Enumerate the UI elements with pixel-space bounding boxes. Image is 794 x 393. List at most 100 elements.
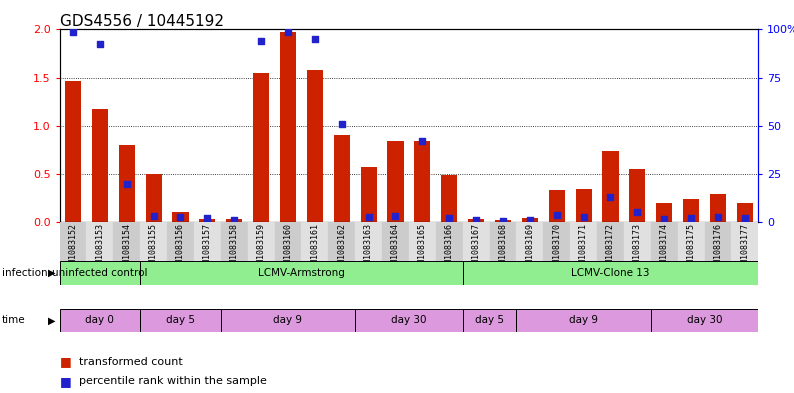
Bar bbox=[355, 222, 382, 261]
FancyBboxPatch shape bbox=[60, 309, 141, 332]
Text: day 5: day 5 bbox=[166, 315, 195, 325]
Text: LCMV-Armstrong: LCMV-Armstrong bbox=[258, 268, 345, 278]
Bar bbox=[683, 199, 700, 222]
Text: GSM1083155: GSM1083155 bbox=[149, 223, 158, 273]
Text: day 5: day 5 bbox=[475, 315, 504, 325]
FancyBboxPatch shape bbox=[60, 261, 141, 285]
Bar bbox=[570, 222, 597, 261]
Bar bbox=[92, 109, 108, 222]
Point bbox=[282, 29, 295, 35]
Point bbox=[94, 41, 106, 47]
Bar bbox=[436, 222, 463, 261]
Bar bbox=[87, 222, 114, 261]
Text: GSM1083162: GSM1083162 bbox=[337, 223, 346, 273]
Bar bbox=[145, 174, 162, 222]
Text: GSM1083170: GSM1083170 bbox=[552, 223, 561, 273]
Bar bbox=[114, 222, 141, 261]
Text: transformed count: transformed count bbox=[79, 356, 183, 367]
Text: time: time bbox=[2, 315, 25, 325]
Bar bbox=[409, 222, 436, 261]
Text: GSM1083175: GSM1083175 bbox=[687, 223, 696, 273]
Text: GSM1083161: GSM1083161 bbox=[310, 223, 319, 273]
Point bbox=[255, 38, 268, 44]
Bar bbox=[360, 167, 376, 222]
Bar bbox=[516, 222, 543, 261]
Bar bbox=[382, 222, 409, 261]
Bar bbox=[710, 194, 726, 222]
Text: ■: ■ bbox=[60, 355, 71, 368]
Bar bbox=[576, 189, 592, 222]
Bar bbox=[704, 222, 731, 261]
Text: GSM1083158: GSM1083158 bbox=[229, 223, 239, 273]
Text: GSM1083152: GSM1083152 bbox=[68, 223, 78, 273]
Text: GSM1083153: GSM1083153 bbox=[95, 223, 104, 273]
Bar bbox=[253, 73, 269, 222]
Bar bbox=[731, 222, 758, 261]
Bar bbox=[468, 219, 484, 222]
Text: GSM1083165: GSM1083165 bbox=[418, 223, 427, 273]
Bar bbox=[677, 222, 704, 261]
Text: GSM1083163: GSM1083163 bbox=[364, 223, 373, 273]
Point bbox=[121, 180, 133, 187]
Bar bbox=[280, 32, 296, 222]
Text: GSM1083168: GSM1083168 bbox=[499, 223, 507, 273]
Bar bbox=[603, 151, 619, 222]
Bar bbox=[624, 222, 651, 261]
Text: GSM1083171: GSM1083171 bbox=[579, 223, 588, 273]
Bar bbox=[495, 220, 511, 222]
Bar bbox=[302, 222, 328, 261]
Text: GSM1083172: GSM1083172 bbox=[606, 223, 615, 273]
Text: day 9: day 9 bbox=[273, 315, 303, 325]
Text: ▶: ▶ bbox=[48, 315, 55, 325]
Point bbox=[416, 138, 429, 144]
Bar bbox=[60, 222, 87, 261]
Point bbox=[147, 213, 160, 219]
Bar bbox=[194, 222, 221, 261]
Point bbox=[174, 214, 187, 220]
Bar bbox=[172, 212, 188, 222]
Bar bbox=[441, 175, 457, 222]
FancyBboxPatch shape bbox=[141, 261, 463, 285]
Bar bbox=[221, 222, 248, 261]
Bar bbox=[630, 169, 646, 222]
Bar bbox=[141, 222, 167, 261]
Point bbox=[577, 214, 590, 220]
Text: GSM1083177: GSM1083177 bbox=[740, 223, 750, 273]
Bar bbox=[463, 222, 490, 261]
Point bbox=[631, 209, 644, 215]
Bar bbox=[414, 141, 430, 222]
Text: GSM1083157: GSM1083157 bbox=[202, 223, 212, 273]
Text: GSM1083156: GSM1083156 bbox=[176, 223, 185, 273]
Text: GSM1083159: GSM1083159 bbox=[256, 223, 266, 273]
Point bbox=[362, 214, 375, 220]
Text: day 30: day 30 bbox=[687, 315, 723, 325]
Bar bbox=[248, 222, 275, 261]
Text: GDS4556 / 10445192: GDS4556 / 10445192 bbox=[60, 14, 224, 29]
Text: GSM1083166: GSM1083166 bbox=[445, 223, 453, 273]
Bar bbox=[306, 70, 323, 222]
Text: day 30: day 30 bbox=[391, 315, 426, 325]
FancyBboxPatch shape bbox=[141, 309, 221, 332]
Bar bbox=[737, 203, 753, 222]
FancyBboxPatch shape bbox=[516, 309, 651, 332]
Point bbox=[443, 215, 456, 221]
Bar bbox=[226, 219, 242, 222]
Text: GSM1083174: GSM1083174 bbox=[660, 223, 669, 273]
Bar bbox=[490, 222, 516, 261]
Point bbox=[470, 217, 483, 223]
Bar bbox=[656, 203, 673, 222]
Text: GSM1083176: GSM1083176 bbox=[714, 223, 723, 273]
Text: GSM1083164: GSM1083164 bbox=[391, 223, 400, 273]
Point bbox=[711, 214, 724, 220]
Bar bbox=[118, 145, 135, 222]
FancyBboxPatch shape bbox=[463, 309, 516, 332]
Text: LCMV-Clone 13: LCMV-Clone 13 bbox=[571, 268, 649, 278]
FancyBboxPatch shape bbox=[651, 309, 758, 332]
Point bbox=[496, 218, 509, 224]
Point bbox=[335, 121, 348, 127]
Text: GSM1083167: GSM1083167 bbox=[472, 223, 480, 273]
Point bbox=[550, 212, 563, 219]
Point bbox=[228, 217, 241, 223]
Point bbox=[523, 217, 536, 223]
FancyBboxPatch shape bbox=[463, 261, 758, 285]
